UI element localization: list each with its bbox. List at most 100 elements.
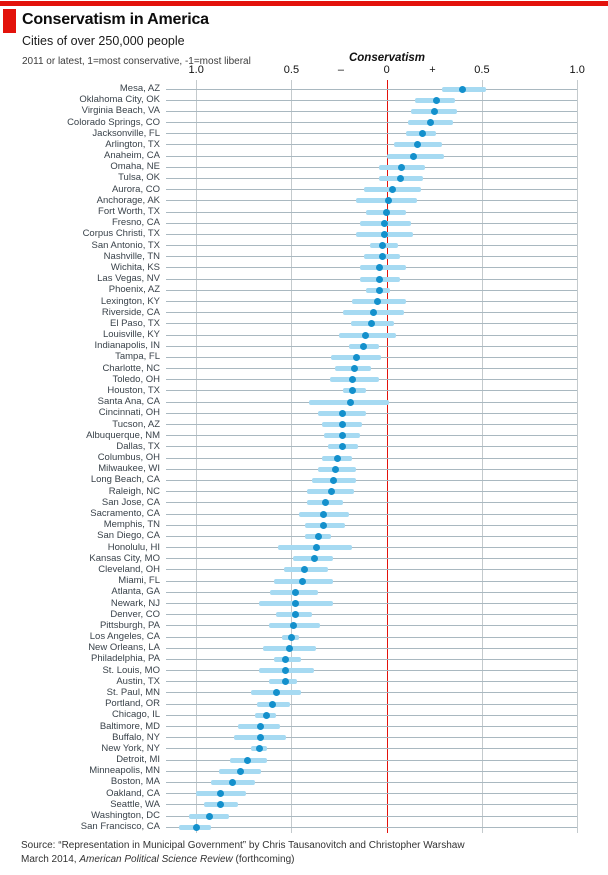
estimate-dot	[396, 174, 404, 182]
row-label: Sacramento, CA	[90, 508, 160, 520]
row-line	[166, 703, 577, 705]
x-tick-label: 0.5	[283, 64, 300, 76]
estimate-dot	[255, 745, 263, 753]
row-label: San Francisco, CA	[80, 821, 160, 833]
page-title: Conservatism in America	[22, 11, 209, 28]
row-label: Lexington, KY	[100, 295, 160, 307]
estimate-dot	[348, 376, 356, 384]
row-line	[166, 88, 577, 90]
row-label: Tulsa, OK	[118, 172, 160, 184]
row-line	[166, 412, 577, 414]
row-label: New Orleans, LA	[88, 642, 160, 654]
row-label: Riverside, CA	[101, 306, 160, 318]
estimate-dot	[322, 499, 330, 507]
row-label: Los Angeles, CA	[89, 631, 160, 643]
estimate-dot	[244, 756, 252, 764]
row-line	[166, 144, 577, 146]
row-line	[166, 692, 577, 694]
estimate-dot	[383, 208, 391, 216]
row-line	[166, 714, 577, 716]
estimate-dot	[419, 130, 427, 138]
gridline	[577, 80, 579, 833]
row-line	[166, 155, 577, 157]
journal-name: American Political Science Review	[79, 853, 233, 865]
economist-red-tab	[3, 9, 16, 33]
estimate-dot	[206, 812, 214, 820]
row-label: Portland, OR	[105, 698, 160, 710]
row-label: Corpus Christi, TX	[82, 228, 160, 240]
row-line	[166, 513, 577, 515]
chart-note: 2011 or latest, 1=most conservative, -1=…	[22, 56, 251, 67]
estimate-dot	[329, 476, 337, 484]
row-label: Wichita, KS	[110, 261, 160, 273]
row-line	[166, 658, 577, 660]
row-label: St. Louis, MO	[102, 664, 160, 676]
estimate-dot	[320, 510, 328, 518]
row-line	[166, 726, 577, 728]
row-line	[166, 770, 577, 772]
row-label: Baltimore, MD	[99, 720, 160, 732]
row-label: Nashville, TN	[103, 250, 160, 262]
estimate-dot	[360, 342, 368, 350]
row-line	[166, 737, 577, 739]
estimate-dot	[192, 823, 200, 831]
estimate-dot	[272, 689, 280, 697]
row-label: Charlotte, NC	[102, 362, 160, 374]
estimate-dot	[379, 253, 387, 261]
plot-area: Mesa, AZ Oklahoma City, OK Virginia Beach,…	[0, 80, 608, 834]
row-label: Phoenix, AZ	[108, 284, 160, 296]
estimate-dot	[381, 230, 389, 238]
x-tick-label: 1.0	[188, 64, 204, 76]
estimate-dot	[257, 734, 265, 742]
row-label: Arlington, TX	[105, 138, 160, 150]
estimate-dot	[413, 141, 421, 149]
row-line	[166, 177, 577, 179]
row-line	[166, 569, 577, 571]
row-label: Aurora, CO	[111, 183, 160, 195]
estimate-dot	[350, 365, 358, 373]
row-label: San Diego, CA	[97, 530, 160, 542]
top-red-rule	[0, 1, 608, 6]
row-label: Columbus, OH	[97, 452, 160, 464]
x-tick-label: –	[337, 64, 345, 76]
estimate-dot	[379, 242, 387, 250]
row-line	[166, 603, 577, 604]
row-label: Buffalo, NY	[112, 731, 160, 743]
row-label: Toledo, OH	[112, 373, 160, 385]
estimate-dot	[375, 275, 383, 283]
row-label: Louisville, KY	[102, 329, 160, 341]
row-line	[166, 122, 577, 124]
estimate-dot	[217, 801, 225, 809]
row-label: Omaha, NE	[110, 161, 160, 173]
row-label: Philadelphia, PA	[90, 653, 160, 665]
estimate-dot	[289, 622, 297, 630]
estimate-dot	[339, 432, 347, 440]
row-line	[166, 547, 577, 549]
estimate-dot	[320, 521, 328, 529]
estimate-dot	[362, 331, 370, 339]
estimate-dot	[333, 454, 341, 462]
row-label: Dallas, TX	[116, 440, 160, 452]
row-label: Colorado Springs, CO	[67, 116, 160, 128]
chart-subtitle: Cities of over 250,000 people	[22, 34, 185, 48]
row-line	[166, 804, 577, 806]
estimate-dot	[291, 600, 299, 607]
row-label: Las Vegas, NV	[97, 273, 160, 285]
row-label: Raleigh, NC	[108, 485, 160, 497]
row-label: Washington, DC	[91, 810, 160, 822]
zero-line	[386, 80, 388, 833]
estimate-dot	[287, 633, 295, 641]
row-label: Long Beach, CA	[90, 474, 160, 486]
row-label: Seattle, WA	[110, 798, 160, 810]
x-axis-tick-labels: 1.0 0.5 – 0 +0.5 1.0	[0, 64, 608, 78]
estimate-dot	[367, 320, 375, 328]
estimate-dot	[339, 421, 347, 429]
gridline	[196, 80, 198, 833]
estimate-dot	[282, 655, 290, 663]
row-label: Oakland, CA	[106, 787, 160, 799]
estimate-dot	[310, 555, 318, 563]
row-label: Anchorage, AK	[96, 194, 160, 206]
x-tick-label: 0.5	[474, 64, 490, 76]
row-label: Anaheim, CA	[104, 150, 160, 162]
row-label: Albuquerque, NM	[86, 429, 160, 441]
